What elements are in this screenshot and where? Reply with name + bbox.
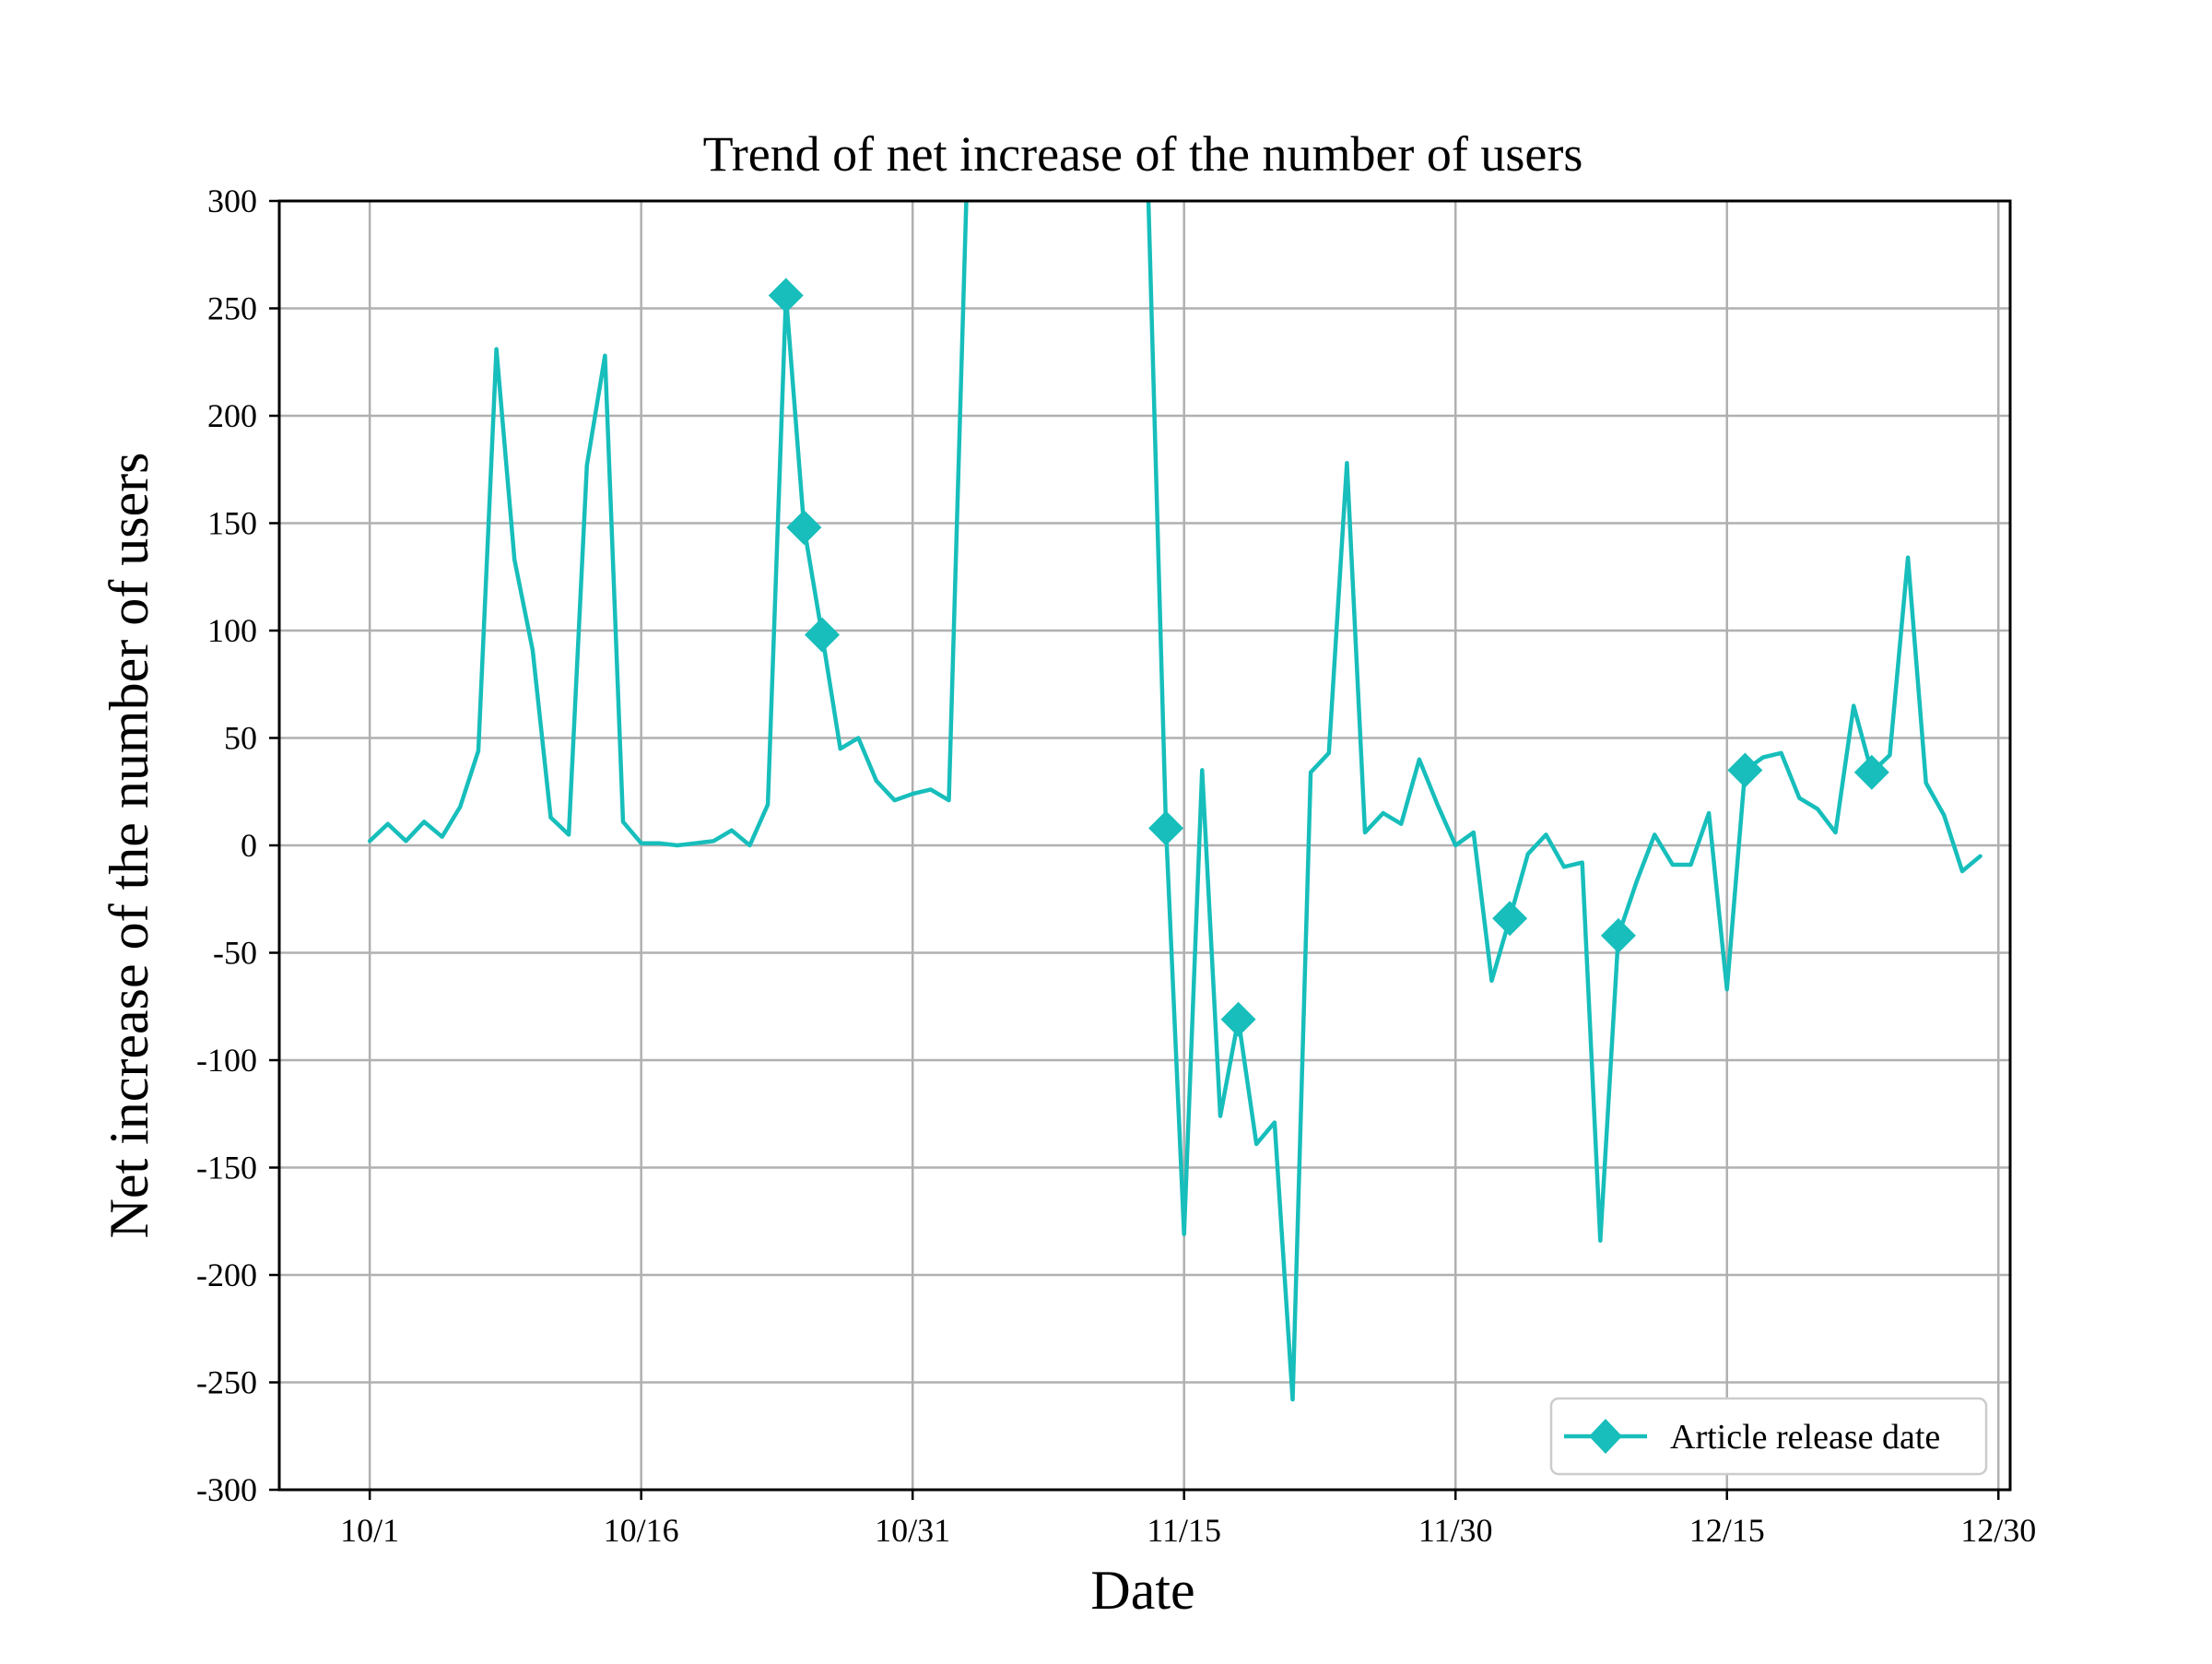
x-tick-label: 11/30: [1418, 1512, 1493, 1549]
data-point-marker: [768, 277, 804, 313]
legend-diamond-marker: [1589, 1419, 1622, 1454]
x-tick-label: 12/15: [1689, 1512, 1765, 1549]
chart-title: Trend of net increase of the number of u…: [703, 126, 1583, 182]
x-tick-label: 10/1: [340, 1512, 399, 1549]
data-point-marker: [1600, 917, 1636, 953]
y-tick-label: 200: [207, 397, 257, 434]
x-tick-label: 12/30: [1960, 1512, 2036, 1549]
x-axis-label: Date: [1090, 1560, 1194, 1621]
y-tick-label: -100: [196, 1042, 257, 1079]
y-axis-ticks: 300 250 200 150 100 50 0 -50 -100 -150 -200 -250 -30…: [196, 183, 279, 1508]
data-point-marker: [1853, 754, 1889, 790]
data-point-marker: [1220, 1001, 1256, 1037]
x-tick-label: 11/15: [1147, 1512, 1221, 1549]
grid: [279, 199, 2010, 1492]
data-point-marker: [1148, 810, 1184, 846]
y-tick-label: -250: [196, 1364, 257, 1401]
y-tick-label: 150: [207, 505, 257, 542]
x-tick-label: 10/16: [604, 1512, 679, 1549]
legend-box: [1549, 1397, 1988, 1476]
marker-layer: [768, 277, 1889, 1037]
y-axis-label: Net increase of the number of users: [99, 452, 159, 1238]
y-tick-label: -150: [196, 1150, 257, 1186]
y-tick-label: 300: [207, 183, 257, 219]
y-tick-label: 250: [207, 290, 257, 327]
x-axis-ticks: 10/1 10/16 10/31 11/15 11/30 12/15 12/30: [340, 1490, 2036, 1549]
y-tick-label: 0: [241, 827, 257, 864]
legend: Article release date: [1549, 1397, 1988, 1476]
series-line: [367, 201, 969, 848]
x-tick-label: 10/31: [875, 1512, 950, 1549]
legend-label: Article release date: [1670, 1418, 1940, 1457]
data-point-marker: [805, 617, 841, 653]
y-tick-label: -300: [196, 1471, 257, 1508]
y-tick-label: 100: [207, 612, 257, 649]
y-tick-label: 50: [224, 720, 257, 757]
y-tick-label: -200: [196, 1257, 257, 1293]
data-point-marker: [786, 510, 822, 546]
series-line-layer: [367, 201, 1983, 1402]
y-tick-label: -50: [213, 935, 257, 972]
series-line: [1146, 201, 1983, 1402]
data-point-marker: [1492, 901, 1528, 937]
data-point-marker: [1727, 752, 1763, 788]
